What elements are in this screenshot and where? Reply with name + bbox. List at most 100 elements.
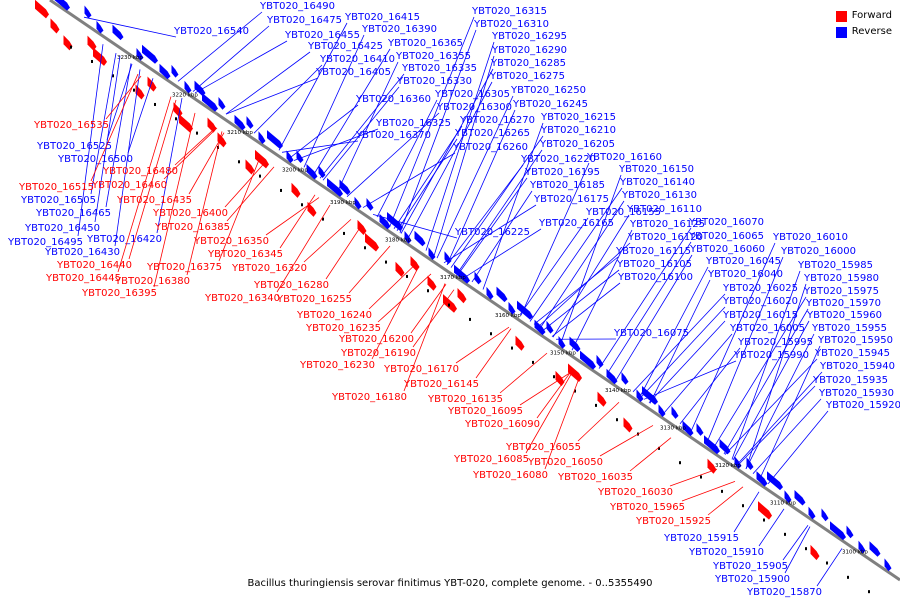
reverse-leader-line	[679, 347, 741, 425]
small-mark	[868, 590, 870, 594]
small-mark	[280, 188, 282, 192]
forward-gene-label: YBT020_16395	[81, 288, 157, 299]
legend-forward: Forward	[835, 8, 892, 24]
forward-leader-line	[475, 328, 512, 379]
forward-gene-feature	[35, 0, 49, 19]
forward-leader-line	[669, 468, 718, 487]
reverse-gene-label: YBT020_16245	[512, 99, 588, 110]
reverse-gene-feature	[318, 165, 326, 178]
forward-gene-label: YBT020_16320	[231, 263, 307, 274]
reverse-gene-feature	[794, 490, 806, 506]
ruler-tick-label: 3170 kbp	[440, 275, 466, 281]
reverse-leader-line	[745, 283, 807, 470]
reverse-leader-line	[816, 548, 843, 587]
reverse-leader-line	[293, 128, 379, 161]
reverse-leader-line	[782, 524, 809, 561]
reverse-gene-label: YBT020_16500	[57, 154, 133, 165]
genome-axis	[49, 0, 900, 582]
reverse-gene-label: YBT020_15930	[818, 388, 894, 399]
reverse-gene-label: YBT020_15935	[812, 375, 888, 386]
reverse-gene-feature	[306, 164, 318, 180]
reverse-leader-line	[192, 25, 270, 92]
forward-gene-label: YBT020_16345	[207, 249, 283, 260]
reverse-gene-label: YBT020_16495	[7, 237, 83, 248]
reverse-gene-feature	[354, 196, 362, 210]
reverse-leader-line	[114, 69, 141, 247]
reverse-gene-feature	[246, 116, 254, 129]
reverse-leader-line	[640, 306, 726, 398]
reverse-gene-feature	[234, 114, 246, 131]
reverse-leader-line	[464, 228, 542, 278]
forward-leader-line	[403, 283, 446, 392]
reverse-gene-label: YBT020_16205	[539, 139, 615, 150]
ruler-tick-label: 3210 kbp	[227, 130, 253, 136]
reverse-gene-label: YBT020_16305	[434, 89, 510, 100]
forward-leader-line	[544, 375, 581, 470]
small-mark	[448, 303, 450, 307]
forward-leader-line	[536, 369, 573, 419]
reverse-gene-label: YBT020_15975	[803, 286, 879, 297]
ruler-tick-label: 3200 kbp	[282, 167, 308, 173]
reverse-gene-label: YBT020_15995	[737, 337, 813, 348]
forward-gene-label: YBT020_16445	[45, 273, 121, 284]
reverse-leader-line	[319, 73, 405, 179]
ruler-tick-label: 3150 kbp	[550, 350, 576, 356]
forward-gene-label: YBT020_16380	[114, 276, 190, 287]
reverse-gene-label: YBT020_16045	[705, 256, 781, 267]
reverse-gene-label: YBT020_15985	[797, 260, 873, 271]
forward-gene-feature	[410, 255, 420, 272]
forward-gene-label: YBT020_16440	[56, 260, 132, 271]
forward-gene-feature	[147, 76, 157, 92]
reverse-leader-line	[519, 217, 589, 315]
reverse-gene-label: YBT020_15960	[806, 310, 882, 321]
small-mark	[322, 217, 324, 221]
forward-gene-feature	[357, 219, 367, 235]
reverse-gene-feature	[404, 230, 412, 244]
reverse-leader-line	[177, 11, 263, 82]
reverse-leader-line	[758, 508, 785, 547]
small-mark	[364, 246, 366, 250]
small-marks	[70, 45, 870, 594]
forward-gene-label: YBT020_16340	[204, 293, 280, 304]
reverse-leader-line	[752, 398, 822, 474]
reverse-leader-line	[399, 29, 477, 233]
forward-leader-line	[90, 73, 139, 182]
reverse-gene-label: YBT020_16540	[173, 26, 249, 37]
reverse-leader-line	[767, 410, 829, 485]
reverse-leader-line	[723, 308, 809, 455]
reverse-gene-feature	[218, 96, 226, 110]
forward-leader-line	[265, 197, 320, 236]
reverse-gene-label: YBT020_16490	[259, 1, 335, 12]
reverse-leader-line	[225, 77, 319, 115]
small-mark	[658, 446, 660, 450]
reverse-gene-label: YBT020_16265	[454, 128, 530, 139]
reverse-leader-line	[436, 95, 514, 259]
forward-leader-line	[410, 283, 447, 334]
forward-leader-line	[226, 166, 275, 222]
forward-gene-feature	[173, 102, 183, 118]
reverse-gene-label: YBT020_16125	[629, 219, 705, 230]
forward-gene-label: YBT020_16535	[33, 120, 109, 131]
reverse-gene-label: YBT020_16210	[540, 125, 616, 136]
reverse-gene-feature	[534, 319, 546, 336]
forward-gene-feature	[93, 47, 107, 66]
reverse-leader-line	[407, 81, 493, 239]
reverse-gene-label: YBT020_15990	[733, 350, 809, 361]
reverse-leader-line	[724, 358, 818, 455]
forward-leader-line	[186, 131, 223, 276]
ruler-tick-label: 3120 kbp	[715, 463, 741, 469]
forward-gene-label: YBT020_16350	[193, 236, 269, 247]
reverse-gene-label: YBT020_16405	[315, 67, 391, 78]
reverse-gene-label: YBT020_16165	[538, 218, 614, 229]
forward-leader-line	[224, 161, 267, 208]
forward-leader-line	[279, 194, 316, 249]
forward-leader-line	[368, 263, 417, 310]
reverse-leader-line	[281, 140, 359, 153]
reverse-gene-label: YBT020_16260	[452, 142, 528, 153]
reverse-gene-label: YBT020_16425	[307, 41, 383, 52]
legend-reverse: Reverse	[835, 24, 892, 40]
reverse-gene-label: YBT020_16110	[626, 204, 702, 215]
ruler-tick-label: 3190 kbp	[330, 200, 356, 206]
forward-gene-label: YBT020_16080	[472, 470, 548, 481]
reverse-leader-line	[520, 162, 590, 316]
